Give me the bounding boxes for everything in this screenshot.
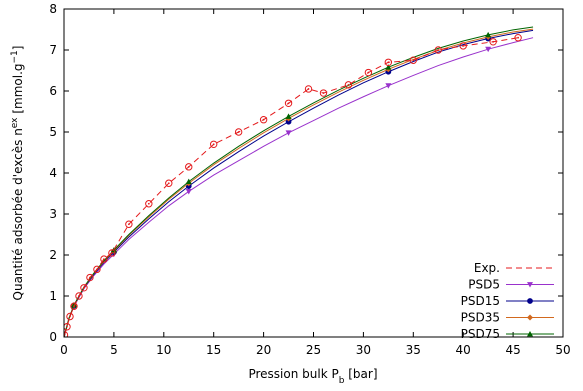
y-tick-label: 7 — [49, 43, 57, 57]
series-line — [64, 29, 534, 337]
legend-item: PSD5 — [468, 278, 554, 292]
data-point — [165, 179, 173, 187]
legend-item: PSD15 — [461, 294, 554, 308]
data-point — [70, 302, 77, 308]
x-tick-label: 10 — [156, 343, 171, 357]
data-point — [485, 31, 492, 38]
data-point — [75, 292, 83, 300]
data-point — [385, 83, 392, 89]
data-point — [434, 46, 442, 54]
data-point — [304, 85, 313, 93]
data-point — [86, 273, 94, 282]
y-tick-label: 6 — [49, 84, 57, 98]
data-point — [285, 130, 292, 136]
data-point — [285, 113, 292, 119]
data-point — [210, 140, 218, 149]
data-point — [70, 302, 78, 310]
series-exp- — [64, 34, 522, 337]
series-psd5 — [64, 37, 534, 337]
y-tick-label: 5 — [49, 125, 57, 139]
data-point — [364, 68, 373, 77]
data-point — [100, 255, 108, 263]
series-line — [64, 37, 534, 337]
y-tick-label: 2 — [49, 248, 57, 262]
data-point — [93, 265, 101, 274]
series-psd35 — [64, 28, 534, 337]
data-point — [284, 99, 293, 108]
data-point — [344, 81, 353, 89]
data-point — [319, 89, 328, 97]
legend-marker — [527, 314, 533, 321]
legend-marker — [527, 331, 533, 337]
series-psd15 — [64, 29, 534, 337]
x-tick-label: 30 — [356, 343, 371, 357]
legend-label: PSD5 — [468, 278, 500, 292]
legend-label: PSD75 — [461, 327, 500, 341]
data-point — [145, 200, 153, 208]
legend-item: Exp. — [474, 261, 554, 275]
data-point — [489, 38, 497, 46]
x-tick-label: 15 — [206, 343, 221, 357]
x-tick-label: 45 — [505, 343, 520, 357]
data-point — [64, 323, 71, 331]
data-point — [514, 34, 522, 42]
y-tick-label: 4 — [49, 166, 57, 180]
data-point — [384, 58, 393, 66]
data-point — [185, 178, 192, 185]
legend-label: PSD15 — [461, 294, 500, 308]
legend-marker — [527, 282, 533, 288]
x-tick-label: 25 — [306, 343, 321, 357]
data-point — [234, 128, 243, 136]
legend-item: PSD75 — [461, 327, 554, 341]
y-tick-label: 8 — [49, 2, 57, 16]
data-point — [66, 312, 74, 321]
y-tick-label: 0 — [49, 330, 57, 344]
legend-label: Exp. — [474, 261, 500, 275]
series-line — [64, 37, 519, 336]
data-point — [259, 116, 268, 124]
legend-marker — [527, 298, 533, 304]
x-tick-label: 35 — [406, 343, 421, 357]
x-tick-label: 20 — [256, 343, 271, 357]
legend-item: PSD35 — [461, 311, 554, 325]
data-point — [409, 56, 417, 64]
data-point — [80, 284, 88, 292]
series-line — [64, 28, 534, 337]
data-point — [125, 220, 133, 228]
data-point — [459, 42, 467, 50]
x-tick-label: 0 — [60, 343, 68, 357]
x-tick-label: 50 — [555, 343, 570, 357]
series-line — [64, 26, 534, 337]
series-psd75 — [64, 26, 534, 337]
legend: Exp. PSD5 PSD15 PSD35 PSD75 — [461, 261, 554, 341]
data-point — [185, 189, 192, 195]
x-axis-label: Pression bulk Pb [bar] — [248, 367, 377, 386]
y-axis-label: Quantité adsorbée d'excès nex [mmol.g−1] — [10, 46, 25, 301]
x-tick-label: 40 — [456, 343, 471, 357]
x-tick-label: 5 — [110, 343, 118, 357]
data-point — [485, 46, 492, 53]
curves-layer — [64, 26, 534, 337]
data-point — [385, 64, 392, 70]
data-point — [185, 163, 193, 171]
data-point — [108, 249, 116, 257]
y-tick-label: 3 — [49, 207, 57, 221]
legend-label: PSD35 — [461, 311, 500, 325]
y-tick-label: 1 — [49, 289, 57, 303]
